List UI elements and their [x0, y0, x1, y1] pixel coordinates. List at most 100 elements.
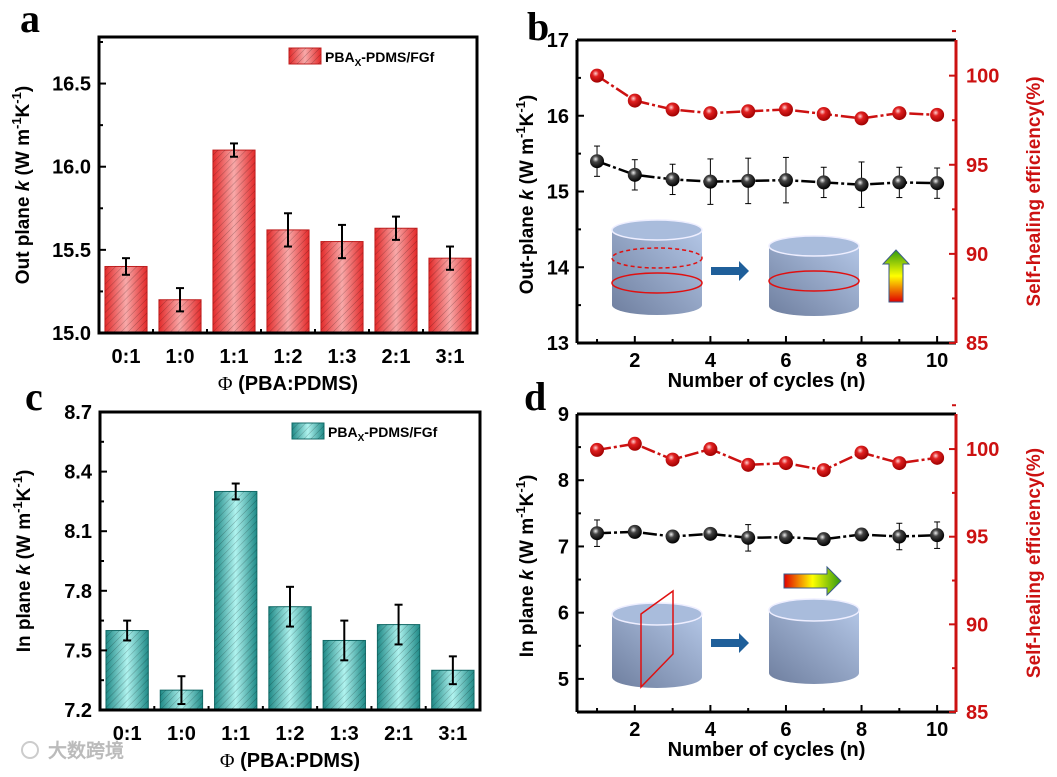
bar-hatch: [105, 630, 149, 710]
y-axis-label: Out-plane k (W m-1K-1): [513, 95, 538, 294]
panel-label-a: a: [20, 0, 40, 41]
y2-tick-label: 85: [966, 333, 988, 355]
y-tick-label: 9: [558, 404, 569, 426]
x-tick-label: 1:0: [167, 723, 196, 745]
data-point: [854, 527, 869, 542]
y-tick-label: 13: [547, 333, 569, 355]
data-point: [741, 530, 756, 545]
x-tick-label: 6: [780, 350, 791, 372]
y-axis-label: Out plane k (W m-1K-1): [9, 86, 34, 284]
y-tick-label: 8: [558, 470, 569, 492]
error-bar: [446, 245, 454, 271]
data-point: [665, 102, 680, 117]
data-point: [892, 456, 907, 471]
schematic-inset: [611, 219, 911, 316]
y2-tick-label: 90: [966, 244, 988, 266]
error-bar: [394, 603, 403, 646]
series-line: [596, 160, 938, 186]
x-axis-label: Number of cycles (n): [668, 370, 866, 392]
x-tick-label: 3:1: [438, 723, 467, 745]
y-tick-label: 14: [547, 257, 570, 279]
data-point: [778, 173, 793, 188]
x-tick-label: 1:1: [221, 723, 250, 745]
data-point: [741, 457, 756, 472]
data-point: [816, 106, 831, 121]
x-tick-label: 1:1: [220, 346, 249, 368]
healed-line: [768, 270, 860, 292]
x-tick-label: 2:1: [384, 723, 413, 745]
x-tick-label: 2:1: [382, 346, 411, 368]
y-tick-label: 15.5: [52, 240, 91, 262]
x-tick-label: 10: [926, 719, 948, 741]
y2-tick-label: 100: [966, 66, 999, 88]
series-self-healing-efficiency: [590, 68, 945, 126]
panel-label-d: d: [524, 374, 546, 419]
data-point: [703, 442, 718, 457]
y-tick-label: 8.7: [64, 402, 92, 424]
cylinder-top: [768, 235, 860, 257]
error-bar: [176, 287, 184, 313]
y-tick-label: 8.1: [64, 521, 92, 543]
data-point: [627, 436, 642, 451]
panel-a: 0:1 1:0 1:1 1:2 1:3 2:1 3:1 15.0 15.5 16.0 16.5 PBA…: [9, 35, 479, 395]
crack-line: [611, 247, 703, 269]
data-point: [930, 176, 945, 191]
panel-b: 2 4 6 8 10 13 14 15 16 17 85 90 95 100 Number of cycle…: [513, 30, 1045, 392]
x-tick-label: 4: [705, 350, 717, 372]
x-tick-label: 10: [926, 350, 948, 372]
x-tick-label: 6: [780, 719, 791, 741]
arrow-right-icon: [711, 261, 749, 281]
data-point: [816, 463, 831, 478]
x-tick-label: 8: [856, 350, 867, 372]
series-line: [596, 74, 938, 120]
gradient-arrow-right-icon: [783, 565, 842, 597]
data-point: [627, 524, 642, 539]
y-tick-label: 5: [558, 669, 569, 691]
y-tick-label: 17: [547, 30, 569, 52]
data-point: [703, 174, 718, 189]
error-bar: [338, 223, 346, 260]
y2-tick-label: 90: [966, 614, 988, 636]
error-bar: [231, 482, 240, 501]
data-point: [590, 68, 605, 83]
bar-hatch: [374, 228, 418, 333]
data-point: [741, 173, 756, 188]
x-tick-label: 1:2: [274, 346, 303, 368]
y-tick-label: 7.5: [64, 640, 92, 662]
y-tick-label: 6: [558, 603, 569, 625]
data-point: [665, 529, 680, 544]
data-point: [590, 526, 605, 541]
x-tick-label: 1:0: [166, 346, 195, 368]
error-bar: [122, 257, 130, 276]
y2-tick-label: 95: [966, 155, 988, 177]
data-point: [627, 93, 642, 108]
legend: PBAX-PDMS/FGf: [291, 422, 438, 444]
schematic-inset: [611, 565, 860, 689]
data-point: [665, 452, 680, 467]
series-thermal-conductivity: [590, 145, 945, 208]
bar-hatch: [104, 266, 148, 333]
data-point: [627, 167, 642, 182]
x-tick-label: 3:1: [436, 346, 465, 368]
data-point: [778, 102, 793, 117]
plot-frame: [98, 410, 482, 712]
x-tick-label: 1:3: [330, 723, 359, 745]
x-tick-label: 4: [705, 719, 717, 741]
cylinder-top: [611, 219, 703, 241]
legend: PBAX-PDMS/FGf: [288, 47, 435, 69]
error-bar: [392, 215, 400, 241]
x-axis-label: Φ (PBA:PDMS): [218, 373, 358, 395]
x-tick-label: 1:3: [328, 346, 357, 368]
x-tick-label: 2: [629, 350, 640, 372]
data-point: [590, 154, 605, 169]
bar-hatch: [214, 491, 257, 710]
x-axis-label: Φ (PBA:PDMS): [220, 750, 360, 772]
cylinder-body: [769, 610, 859, 684]
x-tick-label: 1:2: [276, 723, 305, 745]
error-bar: [286, 585, 294, 628]
data-point: [778, 456, 793, 471]
cylinder-top: [768, 598, 860, 622]
panel-label-b: b: [527, 4, 549, 49]
data-point: [741, 104, 756, 119]
